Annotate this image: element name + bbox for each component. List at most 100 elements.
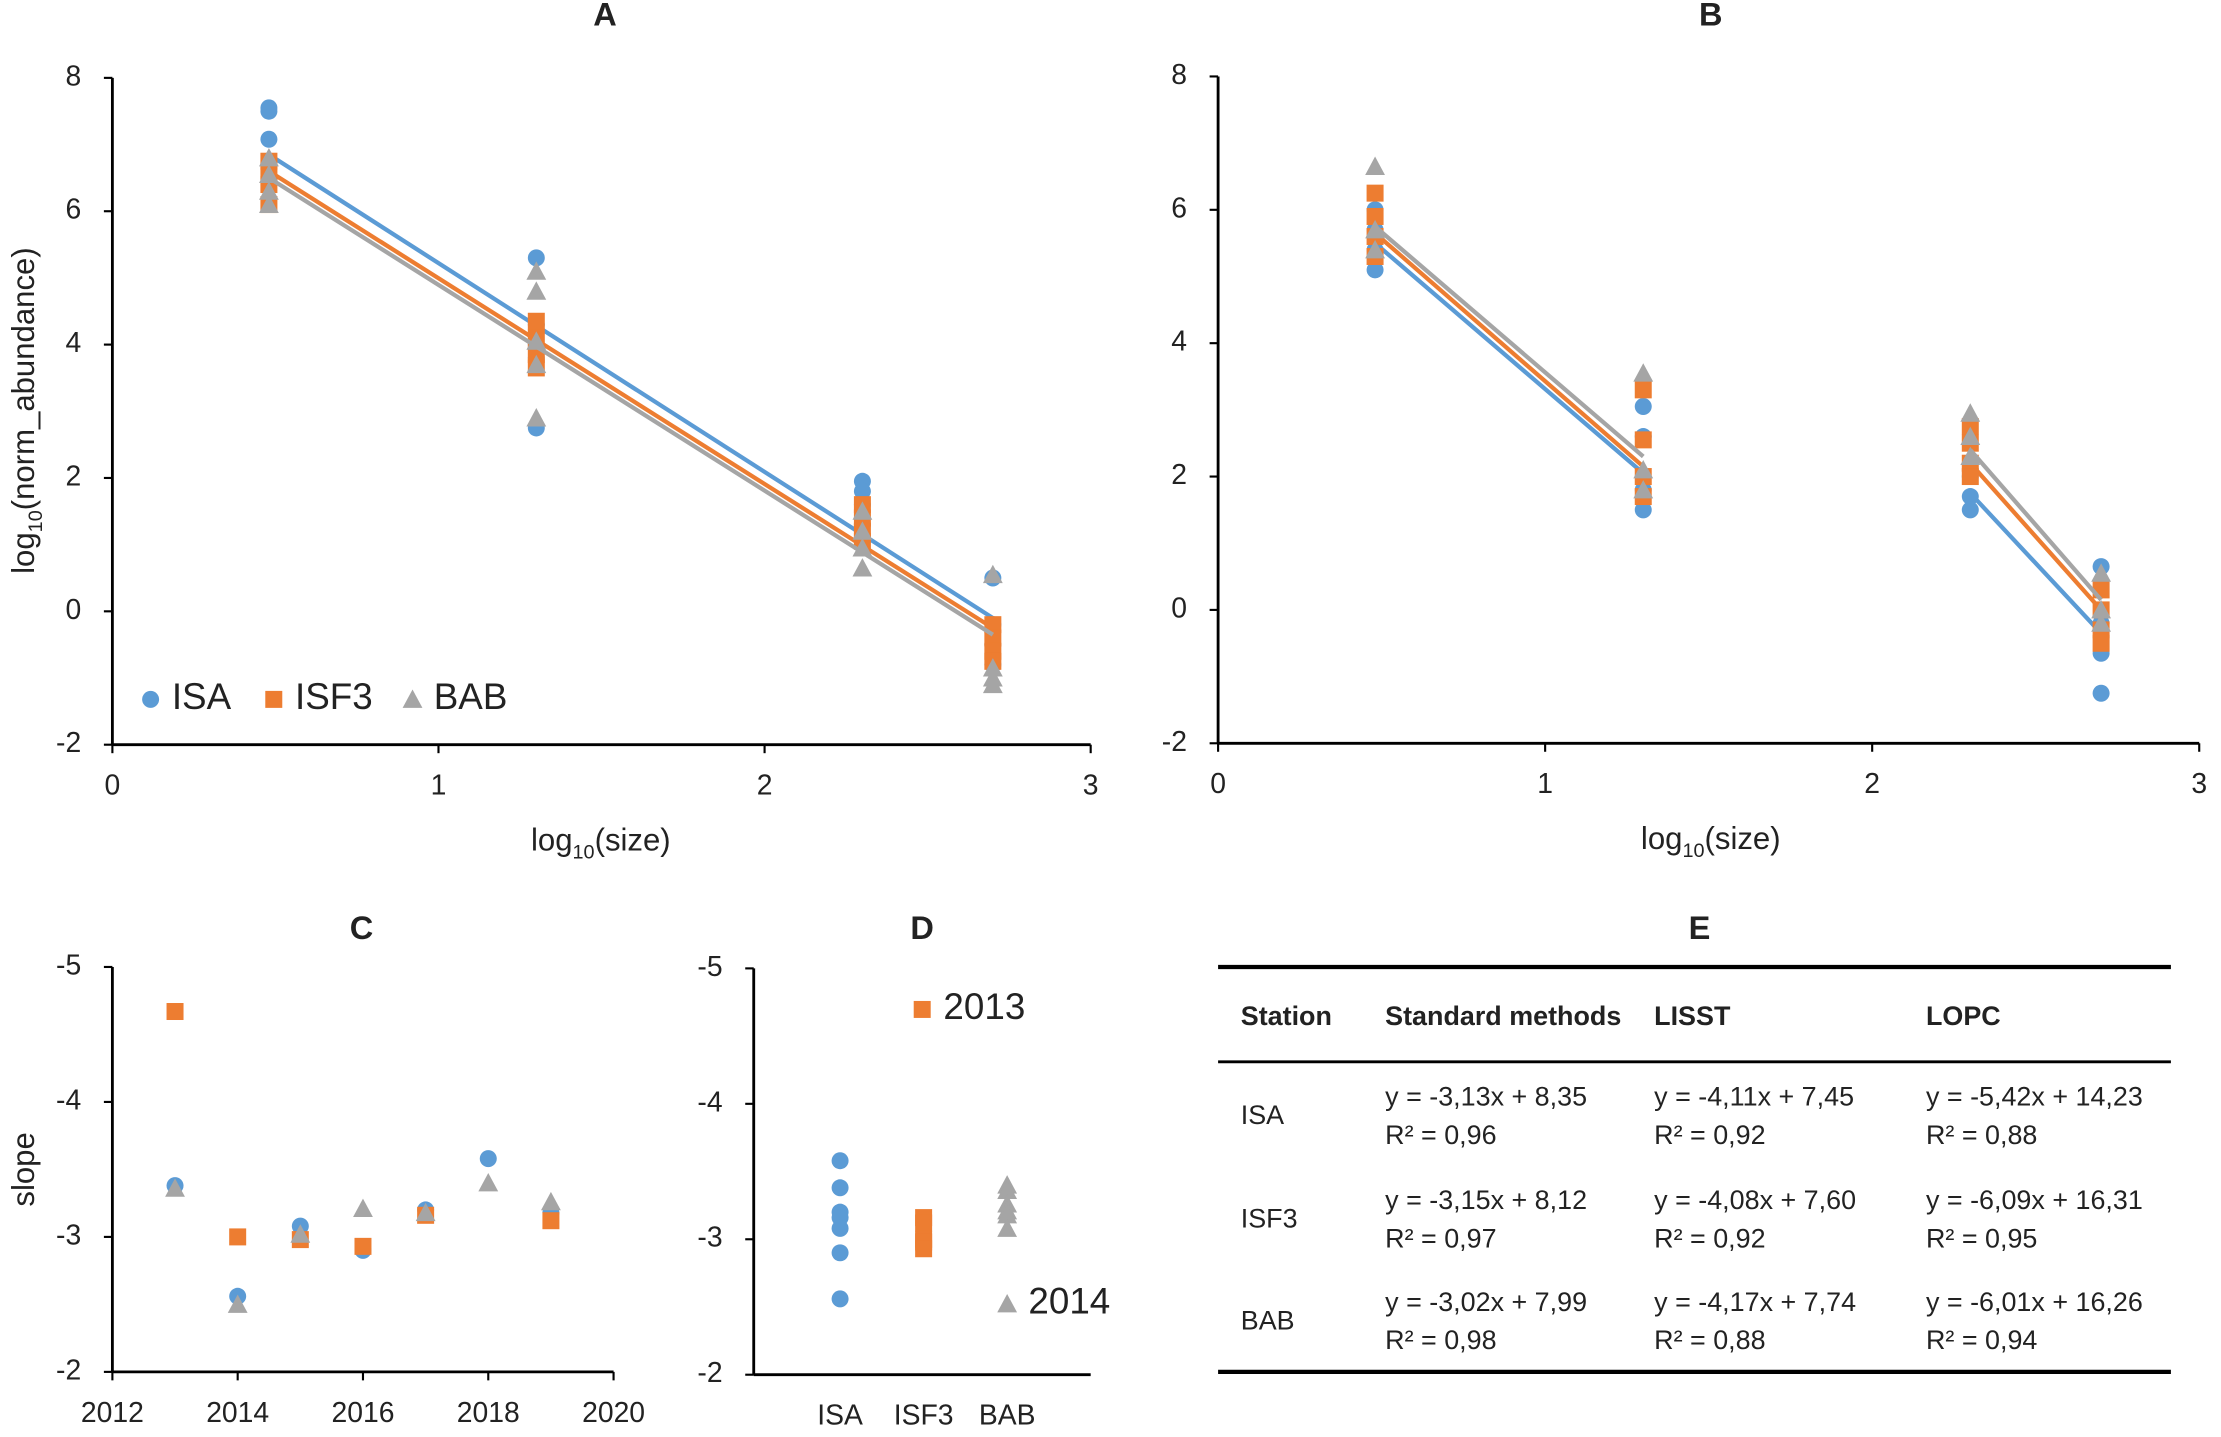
point [1961,501,1979,519]
y-tick-label: 0 [65,593,81,625]
trend-line [267,176,994,637]
axis-label-part: (size) [1705,821,1781,856]
point [852,558,873,577]
table-cell: y = -3,13x + 8,35 R² = 0,96 [1374,1065,1643,1168]
point [526,281,547,300]
legend-marker [997,1294,1018,1313]
table-cell: y = -4,08x + 7,60 R² = 0,92 [1654,1185,1857,1254]
point [1960,426,1981,446]
x-tick-label: 2 [757,769,773,801]
x-tick-label: 3 [1083,769,1099,801]
point [478,1173,499,1192]
point [831,1219,849,1237]
legend-marker [142,690,160,708]
point [831,1244,849,1262]
point [229,1228,247,1246]
cell-text: LOPC [1925,1002,2001,1033]
y-tick-label: -2 [56,726,81,758]
point [353,1198,373,1218]
point [831,1290,849,1308]
cell-text: y = -3,13x + 8,35 R² = 0,96 [1374,1065,1643,1168]
point [1365,219,1385,239]
point [982,564,1003,584]
cell-text: y = -3,15x + 8,12 R² = 0,97 [1374,1168,1643,1271]
point [1961,468,1979,486]
point [1634,381,1652,399]
point [260,130,278,148]
point [415,1202,436,1222]
axis-label: slope [6,1132,41,1206]
table-cell: LISST [1654,1002,1731,1033]
axis-label: log10(size) [1641,821,1781,862]
trend-line [267,169,994,630]
table-cell: Station [1241,1002,1332,1032]
point [526,408,547,427]
cell-line: y = -4,17x + 7,74 [1654,1287,1857,1318]
point [479,1150,497,1168]
trend-line [1373,241,1645,475]
axis-label-part: log [6,532,41,574]
point [997,1204,1018,1224]
point [259,164,279,184]
cell-line: y = -6,01x + 16,26 [1925,1287,2143,1318]
table-cell: y = -4,17x + 7,74 R² = 0,88 [1654,1287,1857,1356]
point [2091,563,2112,582]
cell-line: R² = 0,92 [1654,1120,1766,1151]
y-tick-label: -5 [56,948,81,980]
cell-line: y = -4,08x + 7,60 [1654,1185,1857,1216]
point [1633,479,1654,499]
point [1634,501,1652,519]
point [166,1003,184,1021]
legend-label: BAB [434,676,508,717]
axis-label-part: slope [6,1132,41,1206]
y-tick-label: 6 [1171,191,1187,223]
point [831,1152,849,1170]
axis-label-part: (size) [595,823,671,858]
y-tick-label: 8 [1171,58,1187,90]
cell-text: ISF3 [1240,1204,1298,1235]
table-cell: ISA [1241,1101,1284,1131]
point [982,674,1003,694]
y-tick-label: 6 [65,193,81,225]
table-cell: y = -3,02x + 7,99 R² = 0,98 [1385,1288,1587,1356]
point [2091,613,2112,632]
cell-line: y = -5,42x + 14,23 [1925,1082,2143,1113]
x-tick-label: 2020 [582,1396,645,1428]
point [541,1191,561,1211]
point [259,147,279,167]
point [1633,459,1654,479]
x-tick-label: 0 [105,769,121,801]
y-tick-label: -2 [697,1356,722,1388]
point [852,538,873,557]
cell-text: Standard methods [1385,1002,1622,1033]
cell-line: R² = 0,88 [1654,1325,1766,1356]
point [1961,488,1979,506]
chart-title: D [910,910,934,946]
y-tick-label: 4 [65,326,81,358]
cell-text: LISST [1654,1002,1731,1033]
cell-text: y = -5,42x + 14,23 R² = 0,88 [1915,1065,2171,1168]
legend-marker [913,1000,931,1018]
cell-line: y = -3,13x + 8,35 [1385,1082,1588,1113]
point [852,521,873,540]
x-tick-label: ISF3 [894,1399,954,1431]
point [915,1240,933,1258]
point [2091,600,2112,619]
point [227,1294,248,1313]
point [2092,634,2110,652]
table-cell: y = -6,01x + 16,26 R² = 0,94 [1915,1271,2171,1372]
point [260,102,278,120]
table-cell: Standard methods [1385,1002,1622,1033]
point [527,249,545,267]
x-tick-label: 1 [431,769,447,801]
cell-line: R² = 0,98 [1385,1325,1497,1356]
point [259,194,279,214]
point [1366,184,1384,202]
legend-marker [402,689,423,708]
cell-text: y = -6,01x + 16,26 R² = 0,94 [1915,1271,2171,1372]
legend-label: 2014 [1028,1281,1110,1322]
x-tick-label: 2012 [81,1396,144,1428]
point [1633,363,1654,382]
y-tick-label: -5 [697,950,722,982]
x-tick-label: 2016 [332,1396,395,1428]
